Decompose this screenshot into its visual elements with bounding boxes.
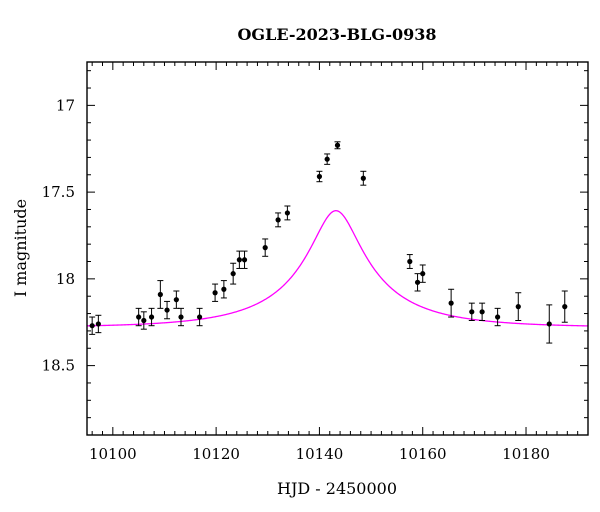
x-tick-label: 10140	[296, 445, 344, 463]
data-point	[89, 323, 95, 329]
data-point	[230, 271, 236, 277]
data-point	[469, 309, 475, 315]
data-point	[324, 156, 330, 162]
x-tick-label: 10180	[502, 445, 550, 463]
x-tick-label: 10120	[192, 445, 240, 463]
data-point	[173, 297, 179, 303]
data-point	[236, 257, 242, 263]
data-point	[360, 175, 366, 181]
data-point	[407, 258, 413, 265]
data-point	[316, 173, 323, 180]
tick-labels: 10100 10120 10140 10160 10180 17 17.5 18 18.5	[42, 96, 550, 463]
data-point	[275, 217, 281, 223]
y-tick-label: 17.5	[42, 183, 75, 201]
y-tick-label: 18.5	[42, 357, 75, 375]
data-points	[89, 142, 568, 329]
y-tick-label: 17	[56, 96, 75, 114]
data-point	[414, 279, 421, 285]
y-tick-label: 18	[56, 270, 75, 288]
data-point	[95, 321, 101, 327]
model-curve-group	[86, 210, 589, 327]
data-point	[164, 307, 170, 313]
data-point	[262, 245, 268, 251]
data-point	[136, 314, 142, 320]
data-point	[157, 291, 163, 298]
data-point	[221, 286, 227, 292]
data-point	[546, 321, 552, 327]
data-point	[515, 304, 521, 310]
data-point	[284, 210, 290, 216]
axis-ticks	[87, 62, 589, 436]
data-point	[196, 314, 203, 320]
data-point	[562, 304, 568, 310]
data-point	[241, 257, 248, 263]
y-axis-label: I magnitude	[11, 199, 30, 297]
data-point	[141, 317, 147, 324]
x-tick-label: 10160	[399, 445, 447, 463]
chart-title: OGLE-2023-BLG-0938	[237, 25, 436, 44]
error-bars	[89, 141, 568, 344]
plot-frame	[86, 61, 589, 436]
data-point	[148, 314, 155, 320]
data-point	[334, 142, 341, 148]
data-point	[212, 290, 218, 296]
data-point	[448, 300, 454, 306]
data-point	[495, 314, 501, 320]
model-curve	[86, 210, 589, 327]
data-point	[178, 314, 184, 320]
data-point	[420, 271, 426, 277]
x-axis-label: HJD - 2450000	[277, 479, 397, 498]
x-tick-label: 10100	[89, 445, 137, 463]
data-point	[479, 309, 485, 315]
